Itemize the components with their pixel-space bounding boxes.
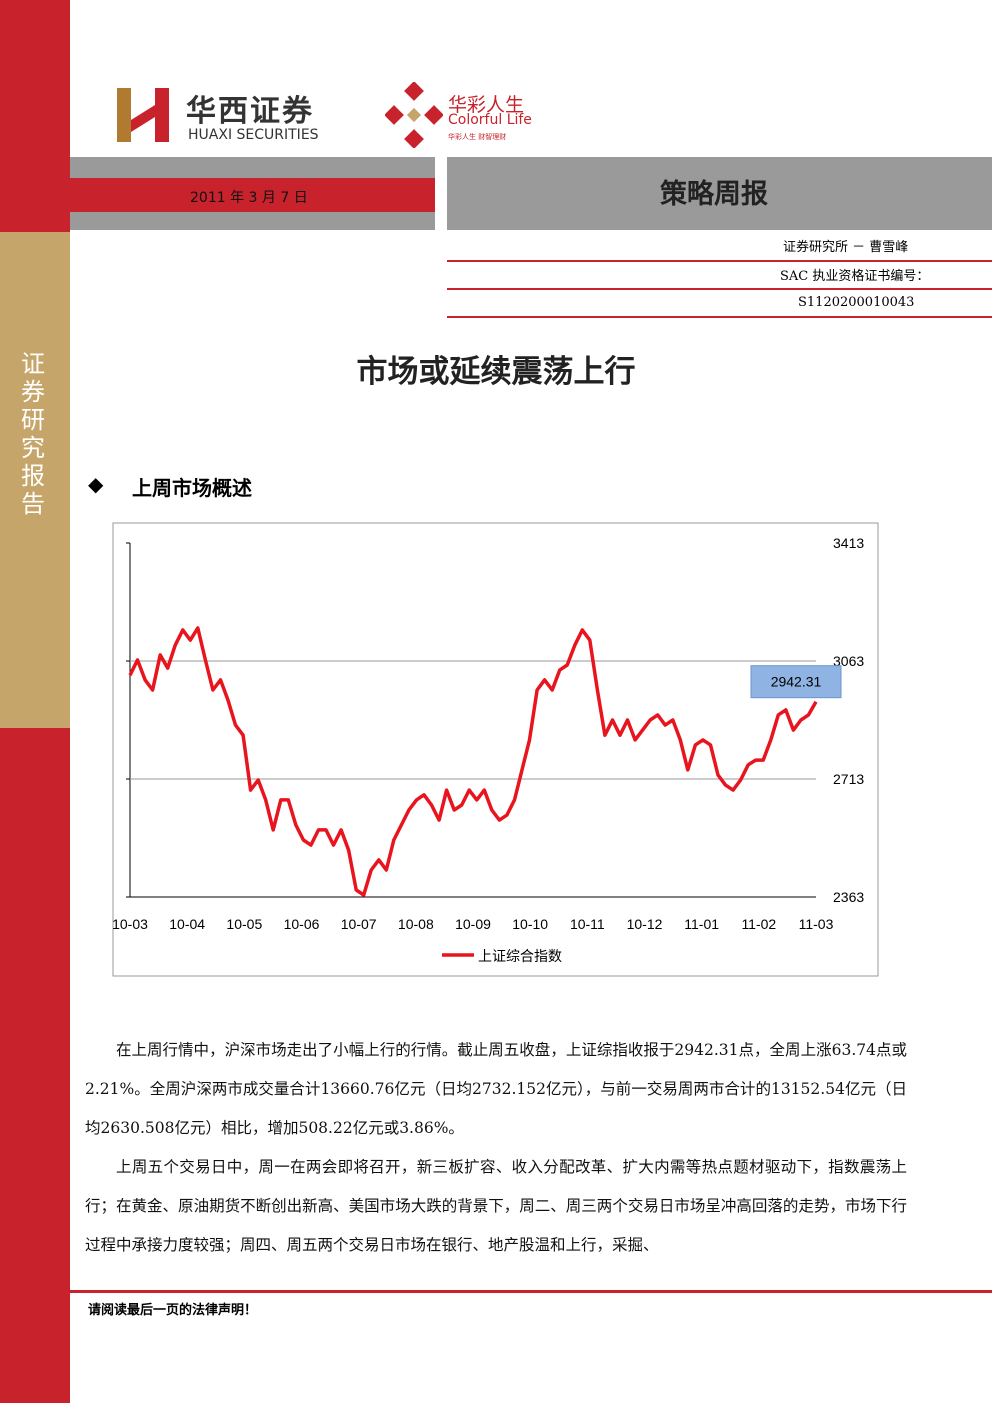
x-tick-label: 11-01 xyxy=(684,916,719,932)
brand-cn: 华彩人生 xyxy=(448,94,525,116)
rule xyxy=(447,288,992,290)
band-gray-right xyxy=(447,157,992,230)
x-tick-label: 10-06 xyxy=(284,916,320,932)
chart: 2363 2713 3063 3413 10-03 10-04 10-05 10-06 10-0… xyxy=(112,522,879,977)
y-tick-label: 2713 xyxy=(833,771,864,787)
title: 市场或延续震荡上行 xyxy=(356,354,636,390)
footer-rule xyxy=(70,1290,992,1293)
date: 2011 年 3 月 7 日 xyxy=(190,190,308,206)
brand-en: Colorful Life xyxy=(448,112,532,128)
brand-slogan: 华彩人生 财智理财 xyxy=(448,133,507,141)
line-series xyxy=(128,626,818,897)
x-tick-label: 10-03 xyxy=(112,916,148,932)
logo-cn: 华西证券 xyxy=(186,94,314,129)
side-label: 证券研究报告 xyxy=(21,350,45,518)
value-label-box xyxy=(750,665,842,699)
x-tick-label: 10-04 xyxy=(169,916,205,932)
value-label: 2942.31 xyxy=(771,674,822,690)
x-tick-label: 10-09 xyxy=(455,916,491,932)
section-title: 上周市场概述 xyxy=(132,476,252,500)
x-tick-label: 10-05 xyxy=(226,916,262,932)
x-tick-label: 10-11 xyxy=(570,916,605,932)
logo-mark xyxy=(117,88,169,142)
band-red xyxy=(70,178,435,212)
y-tick-label: 3413 xyxy=(833,535,864,551)
paragraph: 在上周行情中，沪深市场走出了小幅上行的行情。截止周五收盘，上证综指收报于2942… xyxy=(85,1041,907,1137)
chart-frame xyxy=(112,522,879,977)
footer: 请阅读最后一页的法律声明！ xyxy=(88,1303,258,1318)
legend-label: 上证综合指数 xyxy=(478,948,562,964)
cert-no: S1120200010043 xyxy=(798,295,915,310)
analyst: 证券研究所 － 曹雪峰 xyxy=(783,240,909,255)
rule xyxy=(447,316,992,318)
paragraph: 上周五个交易日中，周一在两会即将召开，新三板扩容、收入分配改革、扩大内需等热点题… xyxy=(85,1158,907,1254)
cert-label: SAC 执业资格证书编号： xyxy=(780,269,930,284)
x-tick-label: 10-08 xyxy=(398,916,434,932)
report-type: 策略周报 xyxy=(660,179,768,210)
brand-mark xyxy=(385,82,443,148)
x-tick-label: 11-02 xyxy=(741,916,776,932)
y-tick-label: 3063 xyxy=(833,653,864,669)
rule xyxy=(447,260,992,262)
x-tick-label: 10-07 xyxy=(341,916,377,932)
bullet: ◆ xyxy=(88,472,104,496)
logo-en: HUAXI SECURITIES xyxy=(188,127,319,143)
y-tick-label: 2363 xyxy=(833,889,864,905)
side-band xyxy=(0,232,70,728)
x-tick-label: 10-12 xyxy=(627,916,663,932)
x-tick-label: 10-10 xyxy=(512,916,548,932)
x-tick-label: 11-03 xyxy=(799,916,834,932)
